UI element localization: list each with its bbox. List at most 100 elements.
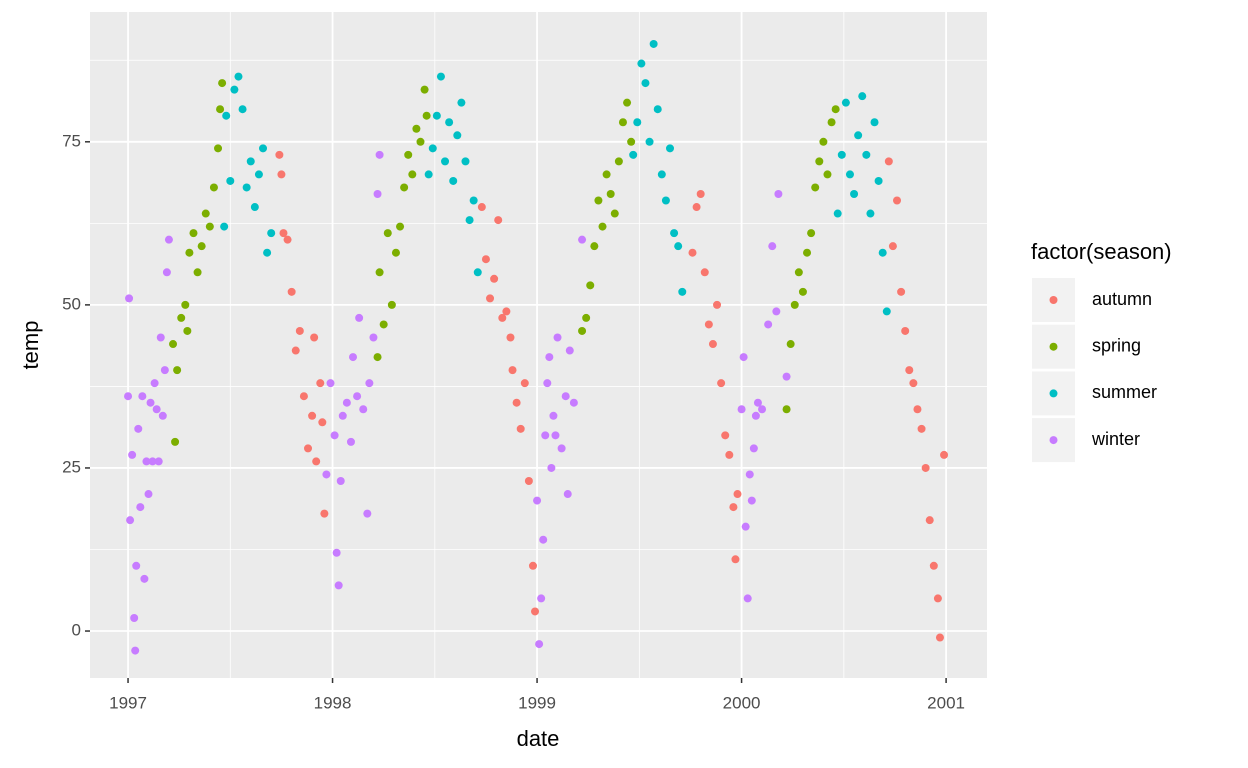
point — [132, 561, 141, 570]
point — [320, 509, 329, 518]
point — [453, 131, 462, 140]
point — [216, 105, 225, 114]
point — [312, 457, 321, 466]
point — [782, 405, 791, 414]
point — [774, 189, 783, 198]
point — [921, 463, 930, 472]
point — [502, 307, 511, 316]
legend-label: autumn — [1092, 289, 1152, 309]
point — [445, 118, 454, 127]
point — [242, 183, 251, 192]
point — [850, 189, 859, 198]
point — [657, 170, 666, 179]
point — [874, 176, 883, 185]
point — [733, 490, 742, 499]
point — [287, 287, 296, 296]
point — [520, 379, 529, 388]
point — [535, 640, 544, 649]
point — [142, 457, 151, 466]
point — [551, 431, 560, 440]
point — [897, 287, 906, 296]
point — [299, 392, 308, 401]
point — [590, 242, 599, 251]
point — [678, 287, 687, 296]
point — [666, 144, 675, 153]
legend-title: factor(season) — [1031, 239, 1172, 264]
point — [870, 118, 879, 127]
point — [905, 366, 914, 375]
point — [469, 196, 478, 205]
point — [373, 189, 382, 198]
point — [457, 98, 466, 107]
point — [717, 379, 726, 388]
point — [408, 170, 417, 179]
point — [193, 268, 202, 277]
point — [841, 98, 850, 107]
point — [154, 457, 163, 466]
point — [790, 300, 799, 309]
point — [506, 333, 515, 342]
x-tick-label: 2001 — [927, 693, 965, 712]
point — [641, 79, 650, 88]
point — [854, 131, 863, 140]
point — [884, 157, 893, 166]
point — [623, 98, 632, 107]
point — [449, 176, 458, 185]
point — [811, 183, 820, 192]
point — [230, 85, 239, 94]
point — [490, 274, 499, 283]
legend-label: spring — [1092, 335, 1141, 355]
point — [803, 248, 812, 257]
point — [353, 392, 362, 401]
point — [205, 222, 214, 231]
point — [553, 333, 562, 342]
point — [308, 411, 317, 420]
point — [782, 372, 791, 381]
point — [346, 437, 355, 446]
point — [375, 150, 384, 159]
point — [162, 268, 171, 277]
point — [627, 137, 636, 146]
point — [310, 333, 319, 342]
point — [557, 444, 566, 453]
point — [169, 340, 178, 349]
point — [768, 242, 777, 251]
point — [758, 405, 767, 414]
point — [383, 229, 392, 238]
point — [220, 222, 229, 231]
point — [888, 242, 897, 251]
point — [935, 633, 944, 642]
point — [512, 398, 521, 407]
point — [531, 607, 540, 616]
point — [586, 281, 595, 290]
point — [432, 111, 441, 120]
point — [629, 150, 638, 159]
point — [375, 268, 384, 277]
point — [197, 242, 206, 251]
point — [422, 111, 431, 120]
point — [645, 137, 654, 146]
point — [524, 477, 533, 486]
point — [173, 366, 182, 375]
point — [146, 398, 155, 407]
legend-symbol — [1049, 389, 1058, 398]
point — [373, 353, 382, 362]
point — [725, 450, 734, 459]
point — [160, 366, 169, 375]
point — [322, 470, 331, 479]
point — [332, 548, 341, 557]
point — [929, 561, 938, 570]
point — [342, 398, 351, 407]
point — [369, 333, 378, 342]
point — [254, 170, 263, 179]
point — [598, 222, 607, 231]
point — [602, 170, 611, 179]
point — [140, 574, 149, 583]
point — [295, 326, 304, 335]
point — [177, 313, 186, 322]
legend-symbol — [1049, 436, 1058, 445]
point — [508, 366, 517, 375]
y-tick-label: 50 — [62, 294, 81, 313]
point — [494, 216, 503, 225]
legend-symbol — [1049, 296, 1058, 304]
